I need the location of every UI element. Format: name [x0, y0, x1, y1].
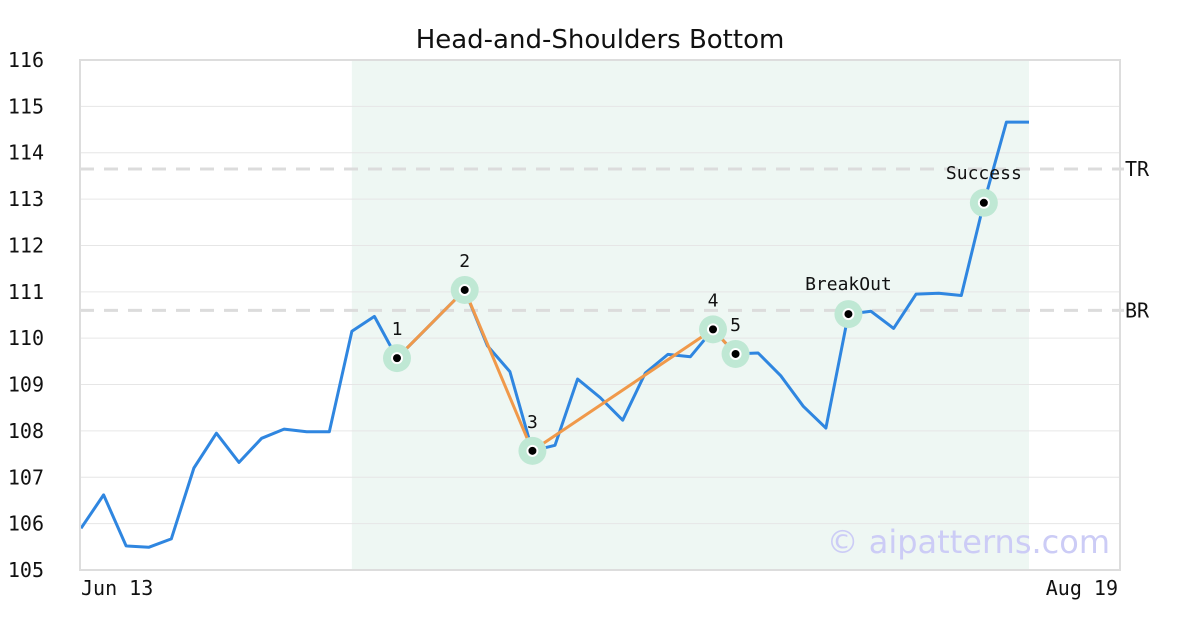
y-tick-label-109: 109 [8, 373, 44, 397]
y-tick-label-105: 105 [8, 558, 44, 582]
axes-layer: 105 106 107 108 109 110 111 112 113 114 115 116 Jun … [8, 48, 1121, 600]
price-line [79, 120, 1029, 549]
x-tick-label-start: Jun 13 [81, 576, 153, 600]
y-tick-label-106: 106 [8, 512, 44, 536]
pattern-point-4-label: 4 [708, 290, 719, 311]
y-tick-label-112: 112 [8, 233, 44, 257]
signal-breakout-label: BreakOut [805, 274, 892, 295]
y-tick-label-115: 115 [8, 94, 44, 118]
y-tick-label-111: 111 [8, 280, 44, 304]
y-tick-label-113: 113 [8, 187, 44, 211]
y-tick-label-110: 110 [8, 326, 44, 350]
levels-layer: TR BR [80, 157, 1150, 322]
y-tick-label-107: 107 [8, 465, 44, 489]
pattern-point-2-dot [458, 283, 471, 296]
level-label-br: BR [1125, 298, 1150, 322]
chart-title: Head-and-Shoulders Bottom [416, 25, 785, 55]
y-tick-label-108: 108 [8, 419, 44, 443]
pattern-point-5-label: 5 [730, 315, 741, 336]
price-layer [79, 120, 1029, 549]
y-tick-label-114: 114 [8, 141, 44, 165]
x-tick-label-end: Aug 19 [1046, 576, 1118, 600]
level-label-tr: TR [1125, 157, 1150, 181]
pattern-point-1-label: 1 [392, 319, 403, 340]
pattern-point-5-dot [729, 347, 742, 360]
pattern-point-3-label: 3 [527, 412, 538, 433]
signal-success-label: Success [946, 163, 1022, 184]
pattern-point-4-dot [707, 323, 719, 336]
signal-breakout-dot [842, 308, 855, 321]
highlight-layer [351, 60, 1029, 570]
watermark: © aipatterns.com [827, 523, 1110, 561]
pattern-point-1-dot [391, 352, 403, 365]
signal-success-dot [977, 196, 990, 209]
y-tick-label-116: 116 [8, 48, 44, 72]
pattern-point-3-dot [526, 444, 539, 457]
pattern-point-2-label: 2 [459, 251, 470, 272]
markers-layer: 1 2 3 45 BreakOut Success [383, 163, 1022, 465]
pattern-highlight-region [351, 60, 1029, 570]
